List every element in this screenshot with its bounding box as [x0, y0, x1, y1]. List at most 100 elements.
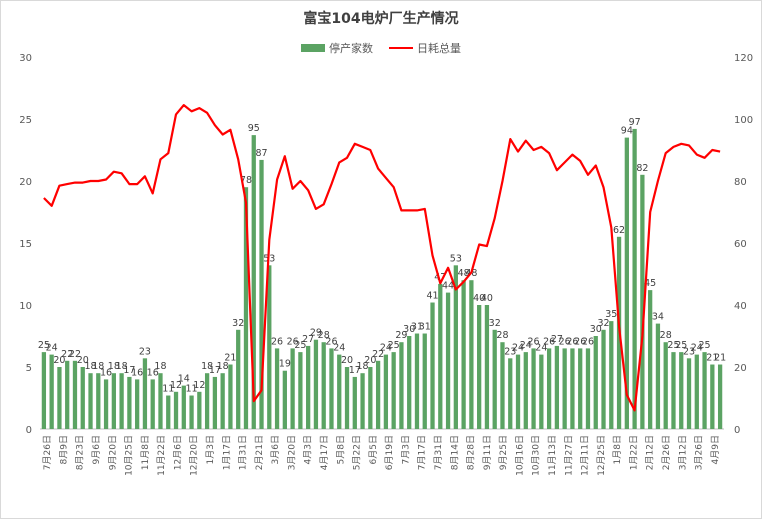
- data-label: 25: [699, 340, 711, 351]
- data-label: 23: [504, 346, 516, 357]
- bar: [329, 348, 334, 429]
- data-label: 11: [186, 384, 198, 395]
- data-label: 20: [77, 355, 89, 366]
- bar: [702, 352, 707, 429]
- bar: [135, 379, 140, 429]
- bar: [103, 379, 109, 429]
- data-label: 17: [209, 365, 221, 376]
- data-label: 22: [372, 349, 384, 360]
- bar: [461, 280, 466, 429]
- bar: [236, 329, 241, 429]
- bar: [640, 174, 645, 429]
- bar: [150, 379, 155, 429]
- bar: [189, 395, 194, 429]
- bar: [57, 367, 62, 429]
- x-tick-label: 2月26日: [661, 435, 672, 470]
- legend: 停产家数 日耗总量: [0, 40, 762, 56]
- data-label: 28: [660, 330, 672, 341]
- data-label: 26: [325, 336, 337, 347]
- x-tick-label: 4月3日: [303, 435, 314, 464]
- x-tick-label: 8月23日: [75, 435, 86, 470]
- bar: [321, 342, 326, 429]
- x-tick-label: 3月20日: [286, 435, 297, 470]
- x-tick-label: 1月8日: [612, 435, 623, 464]
- x-tick-label: 7月3日: [400, 435, 411, 464]
- data-label: 26: [574, 336, 586, 347]
- bar: [399, 342, 404, 429]
- bar: [88, 373, 93, 429]
- bar: [251, 135, 256, 429]
- data-label: 26: [566, 336, 578, 347]
- data-label: 32: [489, 318, 501, 329]
- x-tick-label: 3月26日: [694, 435, 705, 470]
- legend-label-line: 日耗总量: [417, 42, 461, 55]
- bar: [72, 360, 78, 429]
- data-label: 48: [458, 268, 470, 279]
- x-tick-label: 11月27日: [563, 435, 574, 476]
- bar: [142, 358, 148, 429]
- bar: [96, 373, 101, 429]
- x-tick-label: 9月6日: [91, 435, 102, 464]
- data-label: 22: [61, 349, 73, 360]
- bar: [407, 336, 412, 429]
- data-label: 26: [287, 336, 299, 347]
- bar: [212, 376, 218, 429]
- data-label: 20: [53, 355, 65, 366]
- y-left-tick-label: 10: [19, 301, 32, 312]
- data-label: 26: [559, 336, 571, 347]
- data-label: 16: [131, 367, 143, 378]
- bar: [484, 305, 490, 429]
- bar: [243, 187, 249, 429]
- data-label: 94: [621, 126, 633, 137]
- data-label: 18: [116, 361, 128, 372]
- data-label: 95: [248, 123, 260, 134]
- bar: [515, 354, 521, 429]
- bar: [671, 352, 676, 429]
- bar: [391, 352, 396, 429]
- data-label: 30: [590, 324, 602, 335]
- data-label: 32: [597, 318, 609, 329]
- x-tick-label: 2月12日: [645, 435, 656, 470]
- bar: [523, 352, 528, 429]
- bar: [306, 345, 311, 429]
- legend-swatch-bars: [301, 44, 325, 52]
- x-tick-label: 11月8日: [140, 435, 151, 470]
- data-label: 29: [395, 330, 407, 341]
- data-label: 11: [162, 384, 174, 395]
- data-label: 40: [473, 293, 485, 304]
- bar: [290, 348, 295, 429]
- data-label: 21: [224, 353, 236, 364]
- bar: [601, 329, 606, 429]
- x-tick-label: 7月31日: [433, 435, 444, 470]
- bar: [41, 352, 47, 429]
- y-left-tick-label: 30: [19, 53, 32, 64]
- x-tick-label: 12月25日: [596, 435, 607, 476]
- data-label: 18: [84, 361, 96, 372]
- bar: [453, 265, 458, 429]
- bar: [383, 354, 389, 429]
- y-right-tick-label: 100: [734, 115, 753, 126]
- x-tick-label: 12月20日: [189, 435, 200, 476]
- data-label: 32: [232, 318, 244, 329]
- bar: [500, 342, 505, 429]
- data-label: 20: [364, 355, 376, 366]
- data-label: 18: [108, 361, 120, 372]
- bar: [469, 280, 474, 429]
- data-label: 24: [691, 343, 703, 354]
- x-tick-label: 8月14日: [449, 435, 460, 470]
- data-label: 24: [520, 340, 532, 351]
- x-tick-label: 11月13日: [547, 435, 558, 476]
- y-right-tick-label: 80: [734, 177, 747, 188]
- y-left-tick-label: 0: [26, 425, 32, 436]
- x-tick-label: 10月16日: [514, 435, 525, 476]
- bar: [274, 348, 280, 429]
- data-label: 27: [551, 334, 563, 345]
- x-tick-label: 3月6日: [270, 435, 281, 464]
- x-tick-label: 1月22日: [628, 435, 639, 470]
- x-tick-label: 10月25日: [124, 435, 135, 476]
- data-label: 24: [380, 343, 392, 354]
- data-label: 27: [302, 334, 314, 345]
- bar: [414, 333, 420, 429]
- bar: [492, 329, 497, 429]
- y-right-tick-label: 0: [734, 425, 740, 436]
